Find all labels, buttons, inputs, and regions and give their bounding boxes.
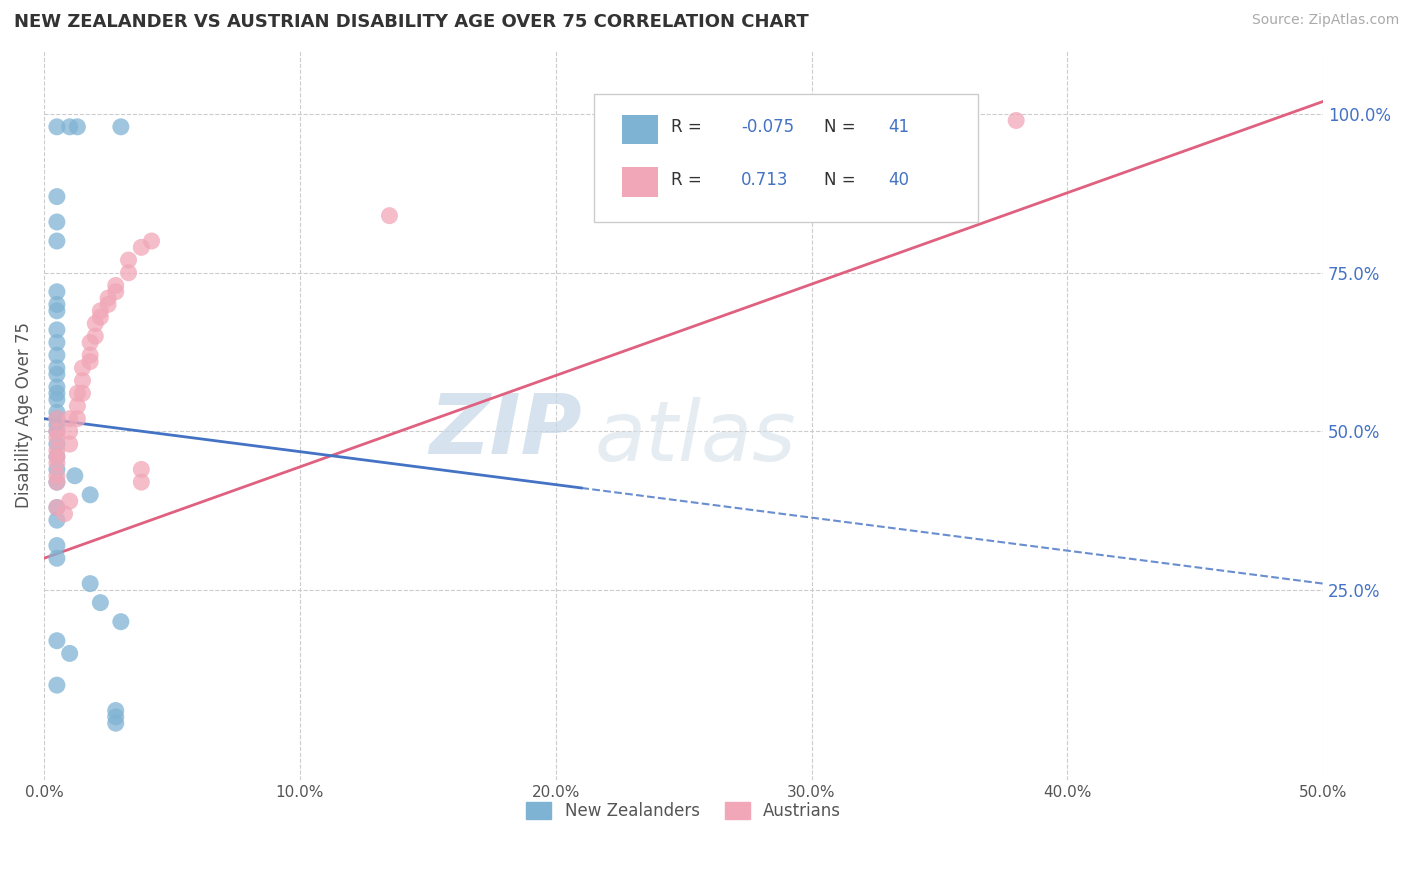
Point	[45, 234, 67, 248]
Point	[45, 348, 67, 362]
Point	[45, 513, 67, 527]
Text: 41: 41	[889, 119, 910, 136]
Legend: New Zealanders, Austrians: New Zealanders, Austrians	[520, 795, 848, 827]
FancyBboxPatch shape	[623, 168, 658, 196]
Point	[45, 425, 67, 439]
Point	[89, 596, 111, 610]
Point	[45, 323, 67, 337]
Point	[66, 120, 89, 134]
Point	[45, 368, 67, 382]
Point	[45, 456, 67, 470]
Point	[97, 297, 120, 311]
Point	[45, 678, 67, 692]
Text: R =: R =	[671, 119, 702, 136]
Text: atlas: atlas	[595, 397, 796, 478]
Point	[45, 303, 67, 318]
Point	[66, 411, 89, 425]
Text: N =: N =	[824, 119, 856, 136]
Point	[45, 380, 67, 394]
Point	[104, 716, 127, 731]
FancyBboxPatch shape	[623, 115, 658, 145]
Point	[59, 120, 82, 134]
Point	[59, 425, 82, 439]
Text: N =: N =	[824, 171, 856, 189]
Point	[66, 399, 89, 413]
Point	[45, 500, 67, 515]
Point	[45, 297, 67, 311]
Point	[45, 539, 67, 553]
Point	[45, 120, 67, 134]
Point	[79, 488, 101, 502]
Point	[45, 437, 67, 451]
Point	[59, 411, 82, 425]
Point	[45, 411, 67, 425]
FancyBboxPatch shape	[595, 95, 977, 222]
Point	[45, 551, 67, 566]
Text: 40: 40	[889, 171, 910, 189]
Point	[66, 386, 89, 401]
Point	[45, 475, 67, 489]
Point	[45, 443, 67, 458]
Point	[89, 310, 111, 325]
Point	[45, 411, 67, 425]
Point	[72, 374, 94, 388]
Point	[104, 285, 127, 299]
Point	[378, 209, 401, 223]
Point	[131, 240, 153, 254]
Point	[104, 710, 127, 724]
Point	[84, 317, 107, 331]
Point	[45, 335, 67, 350]
Point	[45, 462, 67, 476]
Point	[79, 335, 101, 350]
Point	[110, 120, 132, 134]
Point	[45, 468, 67, 483]
Point	[131, 462, 153, 476]
Point	[141, 234, 163, 248]
Text: ZIP: ZIP	[429, 390, 581, 471]
Point	[59, 437, 82, 451]
Point	[72, 386, 94, 401]
Point	[45, 285, 67, 299]
Point	[53, 507, 76, 521]
Text: NEW ZEALANDER VS AUSTRIAN DISABILITY AGE OVER 75 CORRELATION CHART: NEW ZEALANDER VS AUSTRIAN DISABILITY AGE…	[14, 13, 808, 31]
Point	[131, 475, 153, 489]
Y-axis label: Disability Age Over 75: Disability Age Over 75	[15, 323, 32, 508]
Point	[104, 704, 127, 718]
Point	[45, 475, 67, 489]
Point	[45, 386, 67, 401]
Point	[45, 431, 67, 445]
Point	[45, 215, 67, 229]
Text: -0.075: -0.075	[741, 119, 794, 136]
Point	[1005, 113, 1028, 128]
Point	[117, 266, 139, 280]
Point	[104, 278, 127, 293]
Point	[45, 189, 67, 203]
Point	[45, 450, 67, 464]
Point	[749, 196, 772, 211]
Point	[45, 633, 67, 648]
Point	[45, 417, 67, 432]
Point	[45, 360, 67, 375]
Point	[45, 450, 67, 464]
Point	[79, 576, 101, 591]
Point	[45, 392, 67, 407]
Point	[59, 494, 82, 508]
Point	[79, 354, 101, 368]
Text: Source: ZipAtlas.com: Source: ZipAtlas.com	[1251, 13, 1399, 28]
Point	[59, 647, 82, 661]
Text: 0.713: 0.713	[741, 171, 789, 189]
Point	[84, 329, 107, 343]
Point	[72, 360, 94, 375]
Point	[110, 615, 132, 629]
Point	[117, 253, 139, 268]
Point	[45, 500, 67, 515]
Point	[45, 405, 67, 419]
Point	[79, 348, 101, 362]
Point	[97, 291, 120, 305]
Point	[89, 303, 111, 318]
Text: R =: R =	[671, 171, 702, 189]
Point	[63, 468, 86, 483]
Point	[45, 425, 67, 439]
